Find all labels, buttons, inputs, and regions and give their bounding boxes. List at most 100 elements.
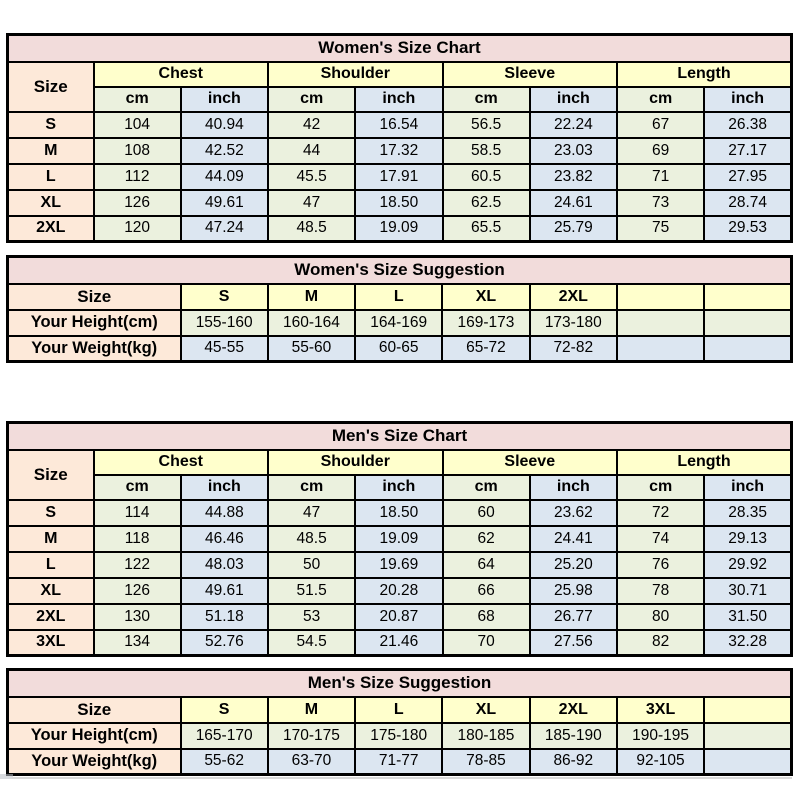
- cm-value-cell: 134: [92, 628, 182, 657]
- inch-header: inch: [703, 85, 793, 113]
- inch-value-cell: 25.79: [528, 214, 619, 243]
- cm-value-cell: 82: [615, 628, 706, 657]
- inch-value-cell: 18.50: [354, 188, 444, 217]
- cm-value-cell: 60.5: [441, 162, 531, 191]
- inch-value-cell: 51.18: [179, 602, 270, 631]
- inch-header: inch: [528, 473, 619, 501]
- weight-value-cell: 63-70: [266, 747, 357, 776]
- cm-header: cm: [266, 85, 357, 113]
- weight-value-cell: 65-72: [441, 334, 531, 363]
- size-column-label: XL: [441, 282, 531, 311]
- table-title-row: Men's Size Chart: [6, 421, 793, 451]
- cm-value-cell: 62: [441, 524, 531, 553]
- size-column-label: [703, 282, 793, 311]
- weight-value-cell: 72-82: [528, 334, 618, 363]
- weight-value-cell: 60-65: [354, 334, 444, 363]
- size-column-header: Size: [6, 60, 95, 113]
- weight-value-cell: 92-105: [615, 747, 706, 776]
- height-row: Your Height(cm) 165-170 170-175 175-180 180…: [6, 721, 793, 750]
- size-header-row: Size S M L XL 2XL: [6, 282, 793, 311]
- inch-value-cell: 24.61: [528, 188, 619, 217]
- height-value-cell: 165-170: [179, 721, 269, 750]
- cm-value-cell: 78: [615, 576, 706, 605]
- cm-value-cell: 130: [92, 602, 182, 631]
- size-column-label: XL: [441, 695, 531, 724]
- table-row: XL 126 49.61 47 18.50 62.5 24.61 73 28.74: [6, 188, 793, 217]
- height-row: Your Height(cm) 155-160 160-164 164-169 169…: [6, 308, 793, 337]
- inch-value-cell: 29.53: [703, 214, 793, 243]
- table-title-row: Women's Size Chart: [6, 33, 793, 63]
- weight-label: Your Weight(kg): [6, 334, 182, 363]
- weight-value-cell: [615, 334, 706, 363]
- size-column-label: [615, 282, 706, 311]
- group-header-row: Size Chest Shoulder Sleeve Length: [6, 60, 793, 113]
- size-label: 2XL: [6, 602, 95, 631]
- cm-value-cell: 80: [615, 602, 706, 631]
- cm-value-cell: 74: [615, 524, 706, 553]
- shoulder-header: Shoulder: [267, 60, 444, 88]
- height-value-cell: 170-175: [266, 721, 357, 750]
- size-column-header: Size: [6, 448, 95, 501]
- inch-value-cell: 25.98: [528, 576, 619, 605]
- womens-size-suggestion-table: Women's Size Suggestion Size S M L XL 2XL Yo…: [6, 255, 793, 363]
- chest-header: Chest: [92, 60, 269, 88]
- inch-value-cell: 26.77: [528, 602, 619, 631]
- cm-value-cell: 53: [266, 602, 357, 631]
- cm-value-cell: 120: [92, 214, 182, 243]
- table-row: S 104 40.94 42 16.54 56.5 22.24 67 26.38: [6, 110, 793, 139]
- size-column-header: Size: [6, 282, 182, 311]
- inch-value-cell: 52.76: [179, 628, 270, 657]
- size-label: S: [6, 110, 95, 139]
- cm-header: cm: [441, 473, 531, 501]
- cm-header: cm: [615, 85, 706, 113]
- size-column-label: S: [179, 695, 269, 724]
- size-label: M: [6, 524, 95, 553]
- sleeve-header: Sleeve: [441, 60, 618, 88]
- cm-value-cell: 75: [615, 214, 706, 243]
- cm-value-cell: 54.5: [266, 628, 357, 657]
- chest-header: Chest: [92, 448, 269, 476]
- size-label: XL: [6, 188, 95, 217]
- inch-value-cell: 16.54: [354, 110, 444, 139]
- artifact-line: [12, 777, 792, 779]
- table-row: S 114 44.88 47 18.50 60 23.62 72 28.35: [6, 498, 793, 527]
- table-row: L 112 44.09 45.5 17.91 60.5 23.82 71 27.95: [6, 162, 793, 191]
- inch-value-cell: 19.09: [354, 214, 444, 243]
- inch-header: inch: [703, 473, 793, 501]
- cm-header: cm: [441, 85, 531, 113]
- height-value-cell: [703, 308, 793, 337]
- weight-value-cell: 71-77: [354, 747, 444, 776]
- cm-header: cm: [92, 473, 182, 501]
- size-header-row: Size S M L XL 2XL 3XL: [6, 695, 793, 724]
- cm-value-cell: 69: [615, 136, 706, 165]
- table-title-row: Women's Size Suggestion: [6, 255, 793, 285]
- weight-row: Your Weight(kg) 45-55 55-60 60-65 65-72 72-8…: [6, 334, 793, 363]
- inch-value-cell: 44.09: [179, 162, 270, 191]
- weight-value-cell: [703, 334, 793, 363]
- inch-value-cell: 20.87: [354, 602, 444, 631]
- mens-size-suggestion-title: Men's Size Suggestion: [6, 668, 793, 698]
- cm-value-cell: 56.5: [441, 110, 531, 139]
- cm-value-cell: 114: [92, 498, 182, 527]
- height-value-cell: 190-195: [615, 721, 706, 750]
- inch-value-cell: 19.69: [354, 550, 444, 579]
- cm-value-cell: 48.5: [266, 214, 357, 243]
- height-value-cell: 155-160: [179, 308, 269, 337]
- length-header: Length: [616, 60, 793, 88]
- cm-value-cell: 122: [92, 550, 182, 579]
- inch-value-cell: 46.46: [179, 524, 270, 553]
- weight-row: Your Weight(kg) 55-62 63-70 71-77 78-85 86-9…: [6, 747, 793, 776]
- womens-size-suggestion-title: Women's Size Suggestion: [6, 255, 793, 285]
- inch-value-cell: 23.03: [528, 136, 619, 165]
- cm-value-cell: 51.5: [266, 576, 357, 605]
- weight-value-cell: 55-60: [266, 334, 357, 363]
- height-value-cell: [703, 721, 793, 750]
- cm-value-cell: 66: [441, 576, 531, 605]
- cm-header: cm: [92, 85, 182, 113]
- mens-size-chart-title: Men's Size Chart: [6, 421, 793, 451]
- units-header-row: cm inch cm inch cm inch cm inch: [8, 85, 793, 113]
- inch-value-cell: 30.71: [703, 576, 793, 605]
- inch-header: inch: [354, 85, 444, 113]
- inch-value-cell: 28.35: [703, 498, 793, 527]
